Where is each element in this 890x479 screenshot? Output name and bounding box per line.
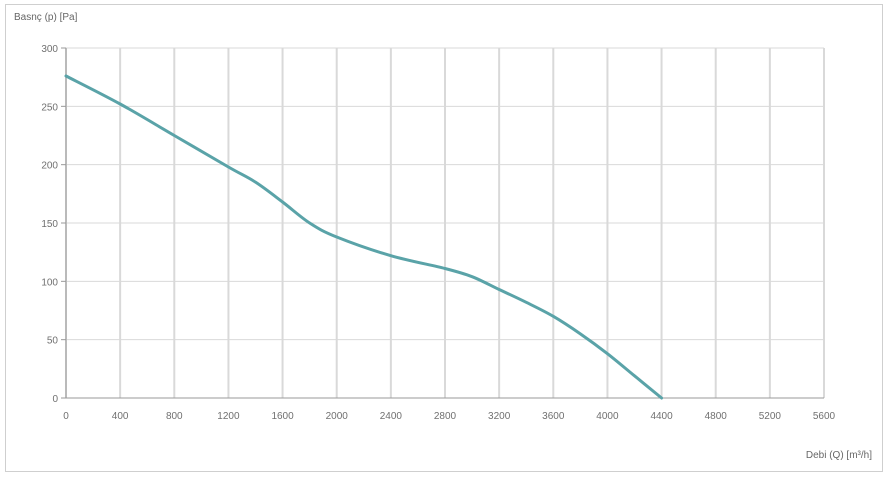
y-tick-label: 50 <box>47 336 59 347</box>
x-tick-label: 5200 <box>759 411 782 422</box>
x-tick-label: 2400 <box>380 411 403 422</box>
x-tick-label: 2000 <box>326 411 349 422</box>
y-tick-label: 150 <box>41 219 58 230</box>
x-tick-label: 5600 <box>813 411 836 422</box>
series-line <box>64 74 664 400</box>
x-tick-label: 4800 <box>705 411 728 422</box>
y-tick-label: 300 <box>41 44 58 55</box>
x-axis-title: Debi (Q) [m³/h] <box>805 450 872 461</box>
x-tick-label: 400 <box>112 411 129 422</box>
x-tick-label: 3200 <box>488 411 511 422</box>
y-tick-label: 100 <box>41 277 58 288</box>
y-axis-title: Basnç (p) [Pa] <box>14 12 78 23</box>
x-tick-label: 3600 <box>542 411 565 422</box>
x-tick-label: 1600 <box>271 411 294 422</box>
x-tick-label: 0 <box>63 411 69 422</box>
x-tick-label: 800 <box>166 411 183 422</box>
y-tick-label: 200 <box>41 161 58 172</box>
y-tick-label: 250 <box>41 102 58 113</box>
x-tick-label: 4400 <box>650 411 673 422</box>
x-tick-label: 4000 <box>596 411 619 422</box>
x-tick-label: 1200 <box>217 411 240 422</box>
y-tick-label: 0 <box>52 394 58 405</box>
x-tick-label: 2800 <box>434 411 457 422</box>
